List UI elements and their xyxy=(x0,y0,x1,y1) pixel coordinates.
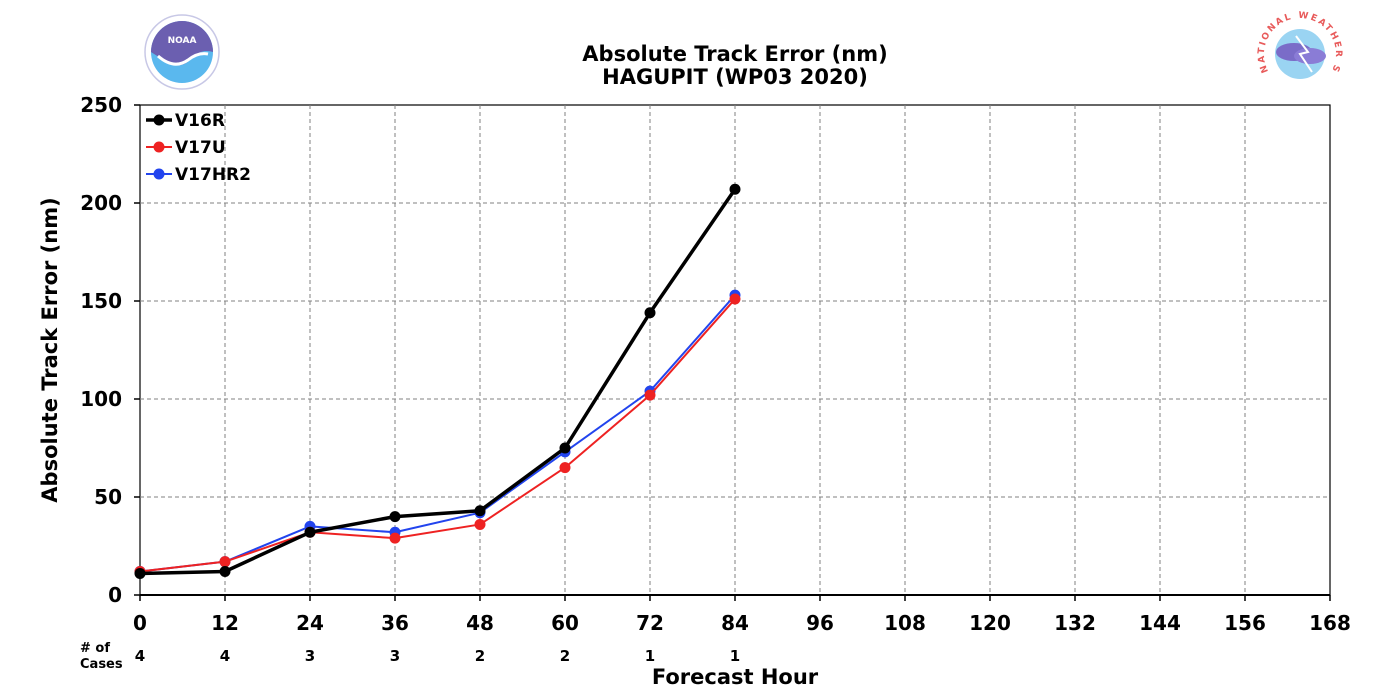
data-point xyxy=(559,462,571,474)
x-tick-label: 48 xyxy=(466,611,494,635)
x-tick-label: 108 xyxy=(884,611,926,635)
data-point xyxy=(729,293,741,305)
y-tick-label: 200 xyxy=(80,191,122,215)
grid-lines xyxy=(140,105,1330,595)
series-group xyxy=(134,183,741,579)
cases-count: 2 xyxy=(475,647,485,665)
noaa-logo: NOAA xyxy=(144,14,220,90)
legend-marker xyxy=(153,141,165,153)
chart-title: Absolute Track Error (nm) xyxy=(582,42,887,66)
x-tick-label: 156 xyxy=(1224,611,1266,635)
cases-label-line1: # of xyxy=(80,641,110,656)
data-point xyxy=(134,567,146,579)
x-tick-label: 132 xyxy=(1054,611,1096,635)
data-point xyxy=(389,532,401,544)
y-axis-label: Absolute Track Error (nm) xyxy=(38,197,62,502)
cases-count: 4 xyxy=(220,647,230,665)
cases-label-line2: Cases xyxy=(80,657,123,672)
legend-item-v16r: V16R xyxy=(146,111,225,131)
legend-marker xyxy=(153,114,165,126)
y-axis-ticks: 0 50 100 150 200 250 xyxy=(80,93,140,607)
y-tick-label: 0 xyxy=(108,583,122,607)
x-tick-label: 96 xyxy=(806,611,834,635)
data-point xyxy=(219,556,231,568)
legend-item-v17u: V17U xyxy=(146,138,226,158)
data-point xyxy=(474,518,486,530)
cases-count: 4 xyxy=(135,647,145,665)
cases-count: 1 xyxy=(730,647,740,665)
x-tick-label: 0 xyxy=(133,611,147,635)
data-point xyxy=(304,526,316,538)
x-tick-label: 168 xyxy=(1309,611,1351,635)
data-point xyxy=(219,565,231,577)
noaa-logo-text: NOAA xyxy=(168,36,197,46)
legend-label: V17HR2 xyxy=(175,165,251,185)
x-tick-label: 84 xyxy=(721,611,749,635)
legend-marker xyxy=(153,168,165,180)
x-tick-label: 120 xyxy=(969,611,1011,635)
x-tick-label: 24 xyxy=(296,611,324,635)
x-tick-label: 72 xyxy=(636,611,664,635)
x-axis-ticks: 0 12 24 36 48 60 72 84 96 108 120 132 144 156 168 xyxy=(133,595,1351,635)
data-point xyxy=(644,389,656,401)
cases-count: 3 xyxy=(305,647,315,665)
y-tick-label: 250 xyxy=(80,93,122,117)
legend-label: V16R xyxy=(175,111,225,131)
cases-count: 2 xyxy=(560,647,570,665)
legend-item-v17hr2: V17HR2 xyxy=(146,165,251,185)
series-line xyxy=(139,188,737,576)
cases-count: 1 xyxy=(645,647,655,665)
series-line xyxy=(139,298,736,573)
x-tick-label: 12 xyxy=(211,611,239,635)
data-point xyxy=(474,505,486,517)
data-point xyxy=(389,511,401,523)
x-tick-label: 60 xyxy=(551,611,579,635)
legend: V16R V17U V17HR2 xyxy=(146,111,251,185)
x-axis-label: Forecast Hour xyxy=(652,665,819,689)
y-tick-label: 150 xyxy=(80,289,122,313)
cases-counts: 4 4 3 3 2 2 1 1 xyxy=(135,647,740,665)
data-point xyxy=(729,183,741,195)
data-point xyxy=(559,442,571,454)
series-v16r xyxy=(134,183,741,579)
x-tick-label: 144 xyxy=(1139,611,1181,635)
data-point xyxy=(644,307,656,319)
x-tick-label: 36 xyxy=(381,611,409,635)
y-tick-label: 50 xyxy=(94,485,122,509)
y-tick-label: 100 xyxy=(80,387,122,411)
legend-label: V17U xyxy=(175,138,226,158)
chart-subtitle: HAGUPIT (WP03 2020) xyxy=(602,65,868,89)
cases-count: 3 xyxy=(390,647,400,665)
nws-logo: NATIONAL WEATHER SERVICE xyxy=(1257,11,1341,90)
